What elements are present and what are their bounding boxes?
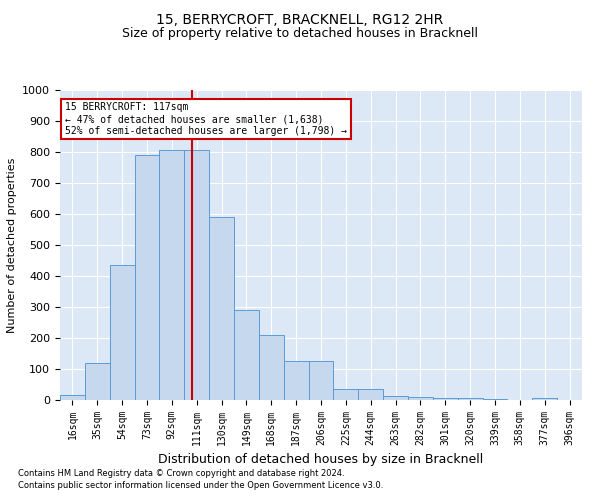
Bar	[60, 396, 85, 400]
Text: Contains HM Land Registry data © Crown copyright and database right 2024.: Contains HM Land Registry data © Crown c…	[18, 468, 344, 477]
Bar	[234, 310, 259, 400]
Text: Contains public sector information licensed under the Open Government Licence v3: Contains public sector information licen…	[18, 481, 383, 490]
Bar	[383, 396, 408, 400]
Bar	[259, 335, 284, 400]
Bar	[408, 397, 433, 400]
Bar	[308, 361, 334, 400]
Bar	[110, 265, 134, 400]
Y-axis label: Number of detached properties: Number of detached properties	[7, 158, 17, 332]
Bar	[134, 155, 160, 400]
Bar	[85, 363, 110, 400]
Text: 15 BERRYCROFT: 117sqm
← 47% of detached houses are smaller (1,638)
52% of semi-d: 15 BERRYCROFT: 117sqm ← 47% of detached …	[65, 102, 347, 136]
Bar	[209, 217, 234, 400]
Bar	[284, 361, 308, 400]
Bar	[160, 150, 184, 400]
Bar	[184, 150, 209, 400]
Text: 15, BERRYCROFT, BRACKNELL, RG12 2HR: 15, BERRYCROFT, BRACKNELL, RG12 2HR	[157, 12, 443, 26]
Bar	[532, 398, 557, 400]
Bar	[433, 398, 458, 400]
Bar	[358, 388, 383, 400]
Bar	[334, 388, 358, 400]
Text: Size of property relative to detached houses in Bracknell: Size of property relative to detached ho…	[122, 28, 478, 40]
X-axis label: Distribution of detached houses by size in Bracknell: Distribution of detached houses by size …	[158, 454, 484, 466]
Bar	[458, 398, 482, 400]
